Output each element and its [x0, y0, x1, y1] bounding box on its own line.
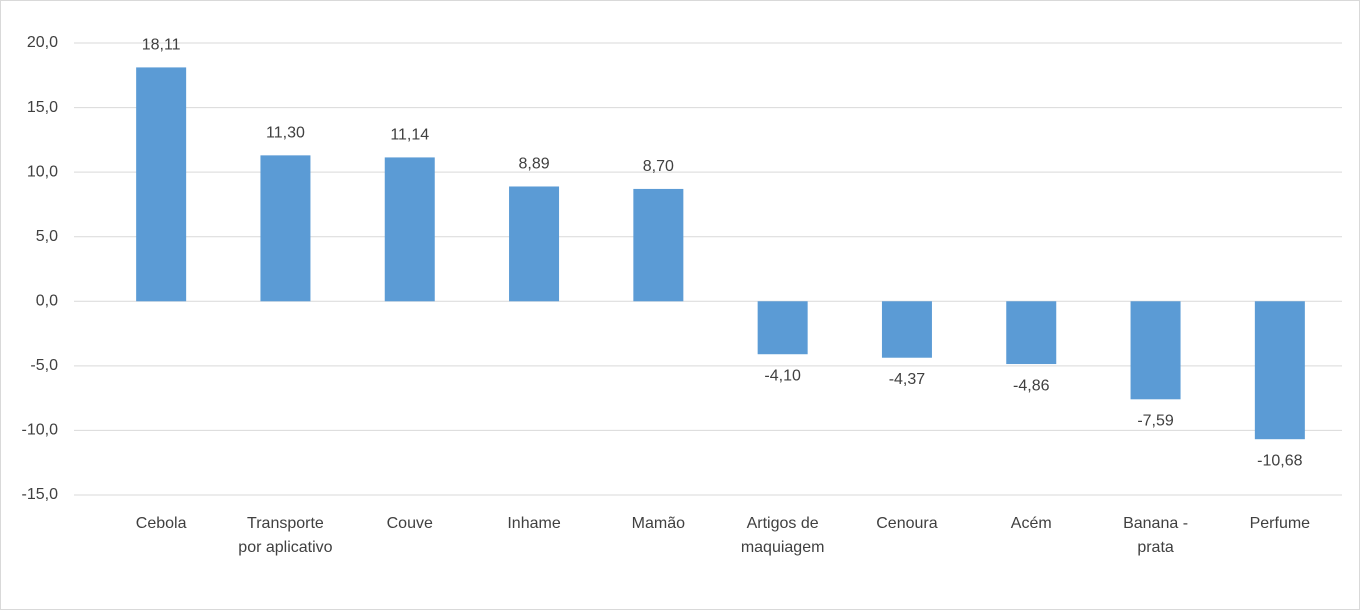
x-tick-label: Inhame — [507, 515, 561, 532]
bar — [881, 301, 932, 358]
bar — [136, 67, 187, 302]
bar — [1130, 301, 1181, 400]
x-tick-label: Mamão — [631, 515, 686, 532]
x-tick-label: Transporte por aplicativo — [238, 515, 333, 556]
bar — [509, 186, 560, 302]
bar — [1006, 301, 1057, 365]
value-label: 8,70 — [643, 158, 674, 175]
bar — [1254, 301, 1305, 440]
bar — [633, 188, 684, 302]
y-tick-label: 15,0 — [27, 99, 58, 116]
y-tick-label: -5,0 — [30, 357, 58, 374]
y-tick-label: -15,0 — [22, 486, 59, 503]
y-tick-label: -10,0 — [22, 422, 59, 439]
value-label: 11,30 — [266, 125, 305, 142]
y-tick-label: 0,0 — [36, 293, 58, 310]
bar — [757, 301, 808, 355]
value-label: -4,10 — [764, 367, 801, 384]
x-tick-label: Cebola — [135, 515, 187, 532]
x-tick-label: Acém — [1010, 515, 1052, 532]
bar — [384, 157, 435, 302]
value-label: -4,86 — [1013, 377, 1050, 394]
bar — [260, 155, 311, 302]
x-tick-label: Cenoura — [876, 515, 938, 532]
value-label: 8,89 — [518, 156, 549, 173]
x-tick-label: Perfume — [1249, 515, 1311, 532]
value-label: 18,11 — [142, 37, 181, 54]
value-label: -10,68 — [1257, 452, 1302, 469]
value-label: -7,59 — [1137, 413, 1174, 430]
x-tick-label: Artigos de maquiagem — [740, 515, 825, 556]
value-label: 11,14 — [390, 127, 429, 144]
y-tick-label: 5,0 — [36, 228, 58, 245]
value-label: -4,37 — [889, 371, 926, 388]
y-tick-label: 20,0 — [27, 34, 58, 51]
x-tick-label: Banana - prata — [1123, 515, 1189, 556]
x-tick-label: Couve — [386, 515, 433, 532]
y-tick-label: 10,0 — [27, 163, 58, 180]
